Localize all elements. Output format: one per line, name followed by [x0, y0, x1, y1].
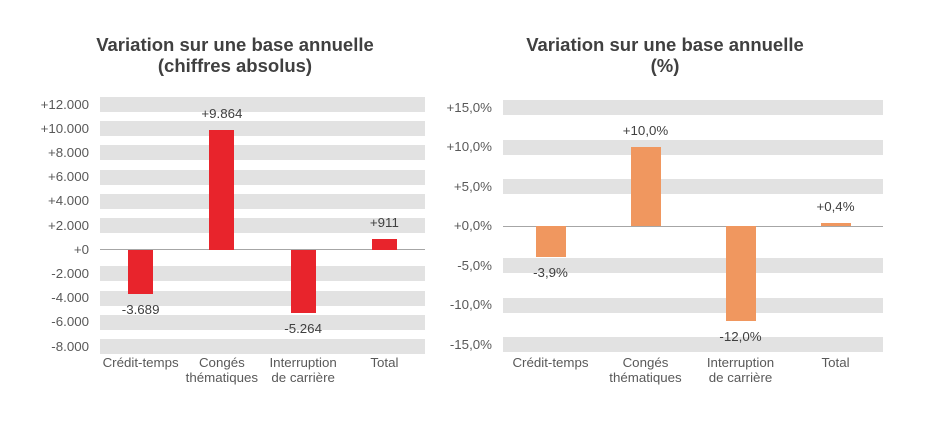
chart-title-percent: Variation sur une base annuelle (%) — [445, 34, 885, 76]
bar — [535, 226, 566, 257]
x-category-label: Crédit-temps — [102, 355, 179, 370]
chart-title-line1: Variation sur une base annuelle — [526, 34, 804, 55]
y-axis-tick-label: +15,0% — [446, 99, 492, 115]
gridline-band — [100, 145, 425, 161]
bar — [820, 222, 851, 226]
bar-value-label: -3.689 — [121, 302, 160, 318]
y-axis-tick-label: -4.000 — [51, 290, 89, 306]
x-category-label: Interruption de carrière — [269, 355, 337, 385]
chart-title-absolute: Variation sur une base annuelle (chiffre… — [40, 34, 430, 76]
gridline-band — [100, 339, 425, 354]
gridline-band — [503, 258, 883, 273]
bar — [128, 249, 154, 295]
gridline-band — [503, 100, 883, 115]
gridline-band — [503, 179, 883, 194]
bar-value-label: -5.264 — [284, 321, 322, 337]
y-axis-tick-label: +0,0% — [453, 218, 492, 233]
y-axis-tick-label: +12.000 — [40, 96, 89, 112]
chart-title-line2: (chiffres absolus) — [157, 55, 313, 76]
y-axis-tick-label: -2.000 — [51, 265, 89, 281]
bar — [209, 130, 235, 250]
gridline-band — [503, 337, 883, 352]
bar-value-label: +911 — [369, 214, 399, 230]
y-axis-tick-label: -5,0% — [457, 257, 492, 273]
bar-value-label: +10,0% — [622, 123, 669, 138]
x-category-label: Total — [370, 355, 399, 370]
x-category-label: Total — [821, 355, 850, 370]
y-axis-tick-label: +10.000 — [40, 120, 89, 136]
bar-value-label: +9.864 — [201, 106, 243, 122]
gridline-band — [100, 290, 425, 306]
y-axis-tick-label: +6.000 — [47, 169, 89, 185]
y-axis-tick-label: +8.000 — [47, 144, 89, 160]
gridline-band — [503, 139, 883, 155]
y-axis-tick-label: -8.000 — [51, 338, 89, 354]
chart-title-line2: (%) — [650, 55, 680, 76]
x-category-label: Congés thématiques — [185, 355, 259, 385]
gridline-band — [100, 314, 425, 330]
gridline-band — [100, 218, 425, 233]
y-axis-tick-label: -15,0% — [449, 336, 492, 352]
x-category-label: Interruption de carrière — [706, 355, 775, 385]
zero-axis-line — [503, 225, 883, 227]
bar — [725, 226, 756, 321]
bar-value-label: +0,4% — [816, 198, 855, 214]
bar-value-label: -12,0% — [719, 328, 762, 344]
gridline-band — [100, 193, 425, 209]
y-axis-tick-label: +10,0% — [446, 139, 492, 154]
x-category-label: Congés thématiques — [609, 355, 682, 385]
gridline-band — [100, 169, 425, 185]
gridline-band — [100, 121, 425, 137]
zero-axis-line — [100, 249, 425, 251]
bar — [290, 249, 316, 314]
y-axis-tick-label: +5,0% — [453, 178, 492, 194]
y-axis-tick-label: +0 — [73, 241, 89, 257]
y-axis-tick-label: +2.000 — [47, 217, 89, 233]
chart-title-line1: Variation sur une base annuelle — [96, 34, 374, 55]
gridline-band — [100, 266, 425, 282]
bar-value-label: -3,9% — [533, 264, 568, 280]
y-axis-tick-label: -6.000 — [51, 314, 89, 330]
x-category-label: Crédit-temps — [512, 355, 589, 370]
y-axis-tick-label: +4.000 — [47, 193, 89, 209]
bar — [371, 238, 397, 250]
bar — [630, 147, 661, 226]
y-axis-tick-label: -10,0% — [449, 297, 492, 312]
gridline-band — [100, 97, 425, 112]
gridline-band — [503, 297, 883, 313]
